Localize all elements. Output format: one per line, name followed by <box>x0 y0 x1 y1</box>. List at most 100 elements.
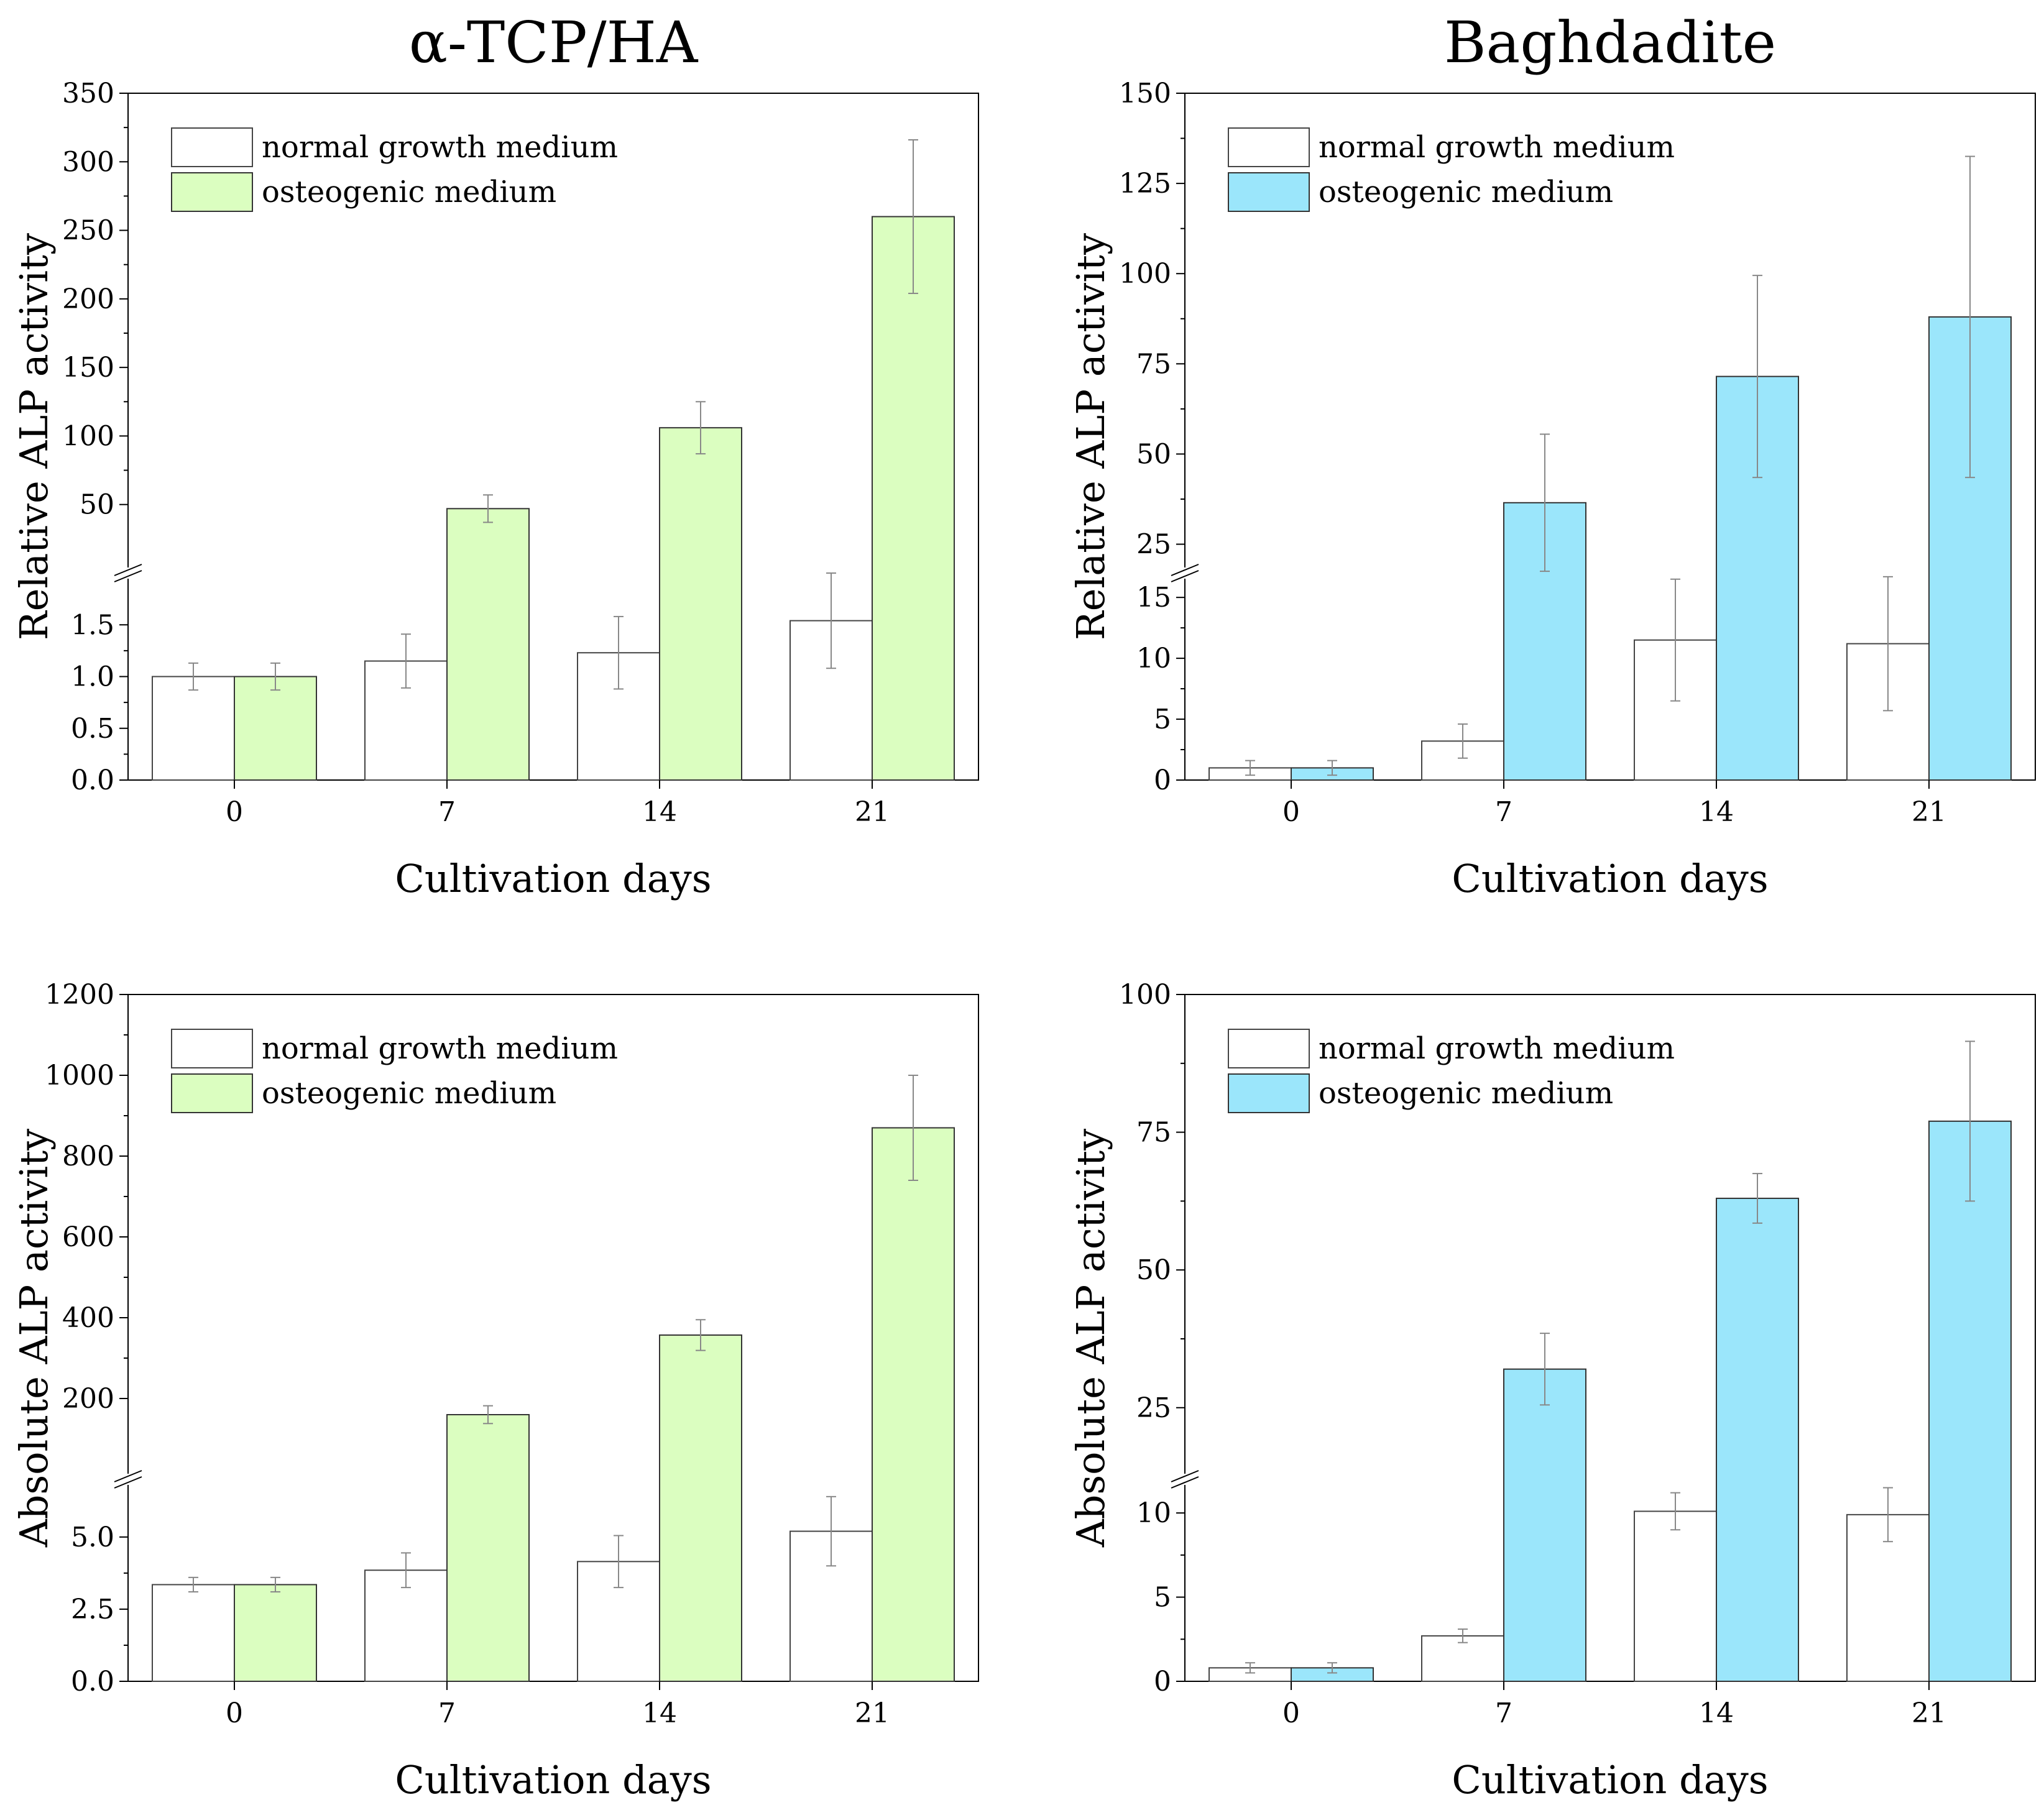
axis-break-mark <box>1171 1470 1199 1482</box>
y-tick-label: 10 <box>1136 643 1171 674</box>
plot-frame <box>127 93 979 781</box>
bar-osteogenic-day-14 <box>659 427 742 781</box>
y-tick-label: 800 <box>62 1141 114 1172</box>
y-tick-label: 0.0 <box>71 765 114 796</box>
bar-osteogenic-day-7 <box>446 508 530 781</box>
x-tick-label: 14 <box>642 1697 677 1729</box>
y-tick-label: 600 <box>62 1221 114 1253</box>
x-axis-label: Cultivation days <box>395 1757 711 1803</box>
y-axis-label: Relative ALP activity <box>1068 233 1113 640</box>
chart-panel-3: 0 7 14 21 0 5 10 25 50 75 100 Cultivation days Absol… <box>1068 979 2036 1803</box>
bar-normal-day-0 <box>152 1584 235 1683</box>
legend-swatch-normal <box>1228 1029 1310 1068</box>
legend-swatch-normal <box>171 1029 253 1068</box>
y-tick-label: 50 <box>1136 438 1171 470</box>
x-axis-label: Cultivation days <box>1452 1757 1768 1803</box>
y-tick-label: 1000 <box>45 1060 114 1091</box>
y-tick-label: 5 <box>1154 1582 1171 1614</box>
y-tick-label: 200 <box>62 283 114 315</box>
x-tick-label: 21 <box>855 796 890 828</box>
y-tick-label: 5.0 <box>71 1522 114 1553</box>
axis-break-mark <box>114 570 142 582</box>
chart-title: Baghdadite <box>1444 9 1776 76</box>
x-tick-label: 0 <box>226 1697 243 1729</box>
y-tick-label: 10 <box>1136 1497 1171 1529</box>
y-tick-label: 0 <box>1154 765 1171 796</box>
y-tick-label: 250 <box>62 215 114 247</box>
y-tick-label: 100 <box>62 420 114 452</box>
legend-swatch-normal <box>171 127 253 167</box>
x-tick-label: 14 <box>1699 1697 1734 1729</box>
y-tick-label: 100 <box>1119 258 1171 290</box>
y-tick-label: 150 <box>62 352 114 384</box>
bar-osteogenic-day-21 <box>872 216 955 781</box>
axis-break-gap <box>114 1474 142 1485</box>
chart-panel-0: α-TCP/HA 0 7 14 21 0.0 0.5 1.0 1.5 50 100 150 200 250… <box>11 9 979 901</box>
x-tick-label: 7 <box>1495 1697 1512 1729</box>
axis-break-mark <box>1171 570 1199 582</box>
axis-break-mark <box>114 1476 142 1489</box>
x-tick-label: 21 <box>855 1697 890 1729</box>
legend-label: normal growth medium <box>1319 130 1675 165</box>
y-tick-label: 15 <box>1136 582 1171 613</box>
y-axis-label: Relative ALP activity <box>11 233 57 640</box>
legend-label: normal growth medium <box>1319 1031 1675 1066</box>
axis-break-mark <box>1171 1476 1199 1489</box>
bar-osteogenic-day-21 <box>1928 1120 2012 1682</box>
y-tick-label: 400 <box>62 1302 114 1334</box>
y-tick-label: 25 <box>1136 1392 1171 1424</box>
axis-break-mark <box>114 564 142 576</box>
x-tick-label: 0 <box>1282 1697 1300 1729</box>
legend-label: normal growth medium <box>262 130 618 165</box>
legend-swatch-normal <box>1228 127 1310 167</box>
y-axis-label: Absolute ALP activity <box>1068 1129 1113 1548</box>
x-axis-label: Cultivation days <box>395 856 711 901</box>
x-tick-label: 7 <box>1495 796 1512 828</box>
x-axis-label: Cultivation days <box>1452 856 1768 901</box>
bar-osteogenic-day-0 <box>234 676 317 781</box>
bar-osteogenic-day-7 <box>446 1414 530 1682</box>
y-tick-label: 1.0 <box>71 661 114 693</box>
legend-label: osteogenic medium <box>1319 1076 1613 1111</box>
x-tick-label: 7 <box>438 1697 456 1729</box>
legend-label: osteogenic medium <box>1319 175 1613 209</box>
y-tick-label: 150 <box>1119 78 1171 109</box>
y-tick-label: 200 <box>62 1383 114 1415</box>
y-tick-label: 0 <box>1154 1666 1171 1697</box>
bar-osteogenic-day-0 <box>234 1584 317 1683</box>
y-axis-label: Absolute ALP activity <box>11 1129 57 1548</box>
bar-osteogenic-day-7 <box>1503 1368 1586 1683</box>
y-tick-label: 50 <box>1136 1254 1171 1286</box>
legend-swatch-osteogenic <box>171 1073 253 1113</box>
legend-swatch-osteogenic <box>171 172 253 212</box>
bar-osteogenic-day-14 <box>659 1334 742 1682</box>
axis-break-gap <box>114 567 142 579</box>
x-tick-label: 14 <box>1699 796 1734 828</box>
y-tick-label: 1.5 <box>71 609 114 641</box>
y-tick-label: 125 <box>1119 168 1171 200</box>
plot-frame <box>1184 994 2036 1682</box>
legend-swatch-osteogenic <box>1228 172 1310 212</box>
x-tick-label: 21 <box>1912 796 1946 828</box>
x-tick-label: 0 <box>226 796 243 828</box>
bar-osteogenic-day-14 <box>1716 1197 1799 1683</box>
bar-normal-day-0 <box>152 676 235 781</box>
legend-label: osteogenic medium <box>262 1076 556 1111</box>
y-tick-label: 0.0 <box>71 1666 114 1697</box>
legend-swatch-osteogenic <box>1228 1073 1310 1113</box>
plot-frame <box>1184 93 2036 781</box>
y-tick-label: 100 <box>1119 979 1171 1011</box>
bar-osteogenic-day-21 <box>872 1127 955 1682</box>
y-tick-label: 0.5 <box>71 713 114 745</box>
chart-panel-1: Baghdadite 0 7 14 21 0 5 10 15 25 50 75 100 125 150 Cul… <box>1068 9 2036 901</box>
bar-normal-day-14 <box>1634 1510 1717 1682</box>
chart-title: α-TCP/HA <box>409 9 699 76</box>
bar-normal-day-7 <box>364 1569 448 1682</box>
y-tick-label: 300 <box>62 146 114 178</box>
bar-normal-day-7 <box>1421 1635 1504 1682</box>
y-tick-label: 350 <box>62 78 114 109</box>
axis-break-gap <box>1171 567 1199 579</box>
y-tick-label: 1200 <box>45 979 114 1011</box>
x-tick-label: 0 <box>1282 796 1300 828</box>
